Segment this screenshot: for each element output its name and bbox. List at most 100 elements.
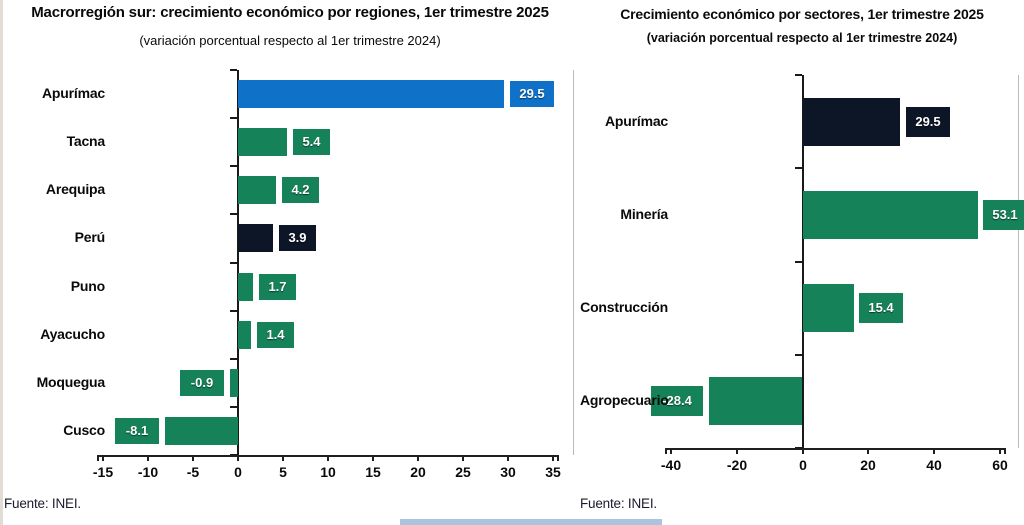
zero-baseline xyxy=(237,70,239,455)
x-axis-tick-label: 20 xyxy=(410,464,426,480)
category-label: Apurímac xyxy=(605,113,668,129)
x-axis-tick-label: 15 xyxy=(365,464,381,480)
bar xyxy=(230,369,238,397)
category-label: Moquegua xyxy=(36,374,106,390)
bar-value-label: 5.4 xyxy=(293,129,330,155)
x-axis-tick-label: 30 xyxy=(500,464,516,480)
bar xyxy=(238,273,253,301)
bar-value-label: -28.4 xyxy=(651,386,703,416)
category-boundary-tick xyxy=(230,358,237,360)
sectors-source-note: Fuente: INEI. xyxy=(580,496,657,511)
x-axis-tick-label: 25 xyxy=(455,464,471,480)
x-axis-tick-label: -20 xyxy=(726,457,748,473)
category-boundary-tick xyxy=(230,310,237,312)
x-axis-endcap-tick xyxy=(665,448,667,454)
bar xyxy=(238,176,276,204)
regions-chart-title: Macrorregión sur: crecimiento económico … xyxy=(31,4,549,21)
x-axis-tick xyxy=(462,455,464,461)
x-axis-tick-label: 60 xyxy=(992,457,1008,473)
x-axis-tick-label: 20 xyxy=(860,457,876,473)
x-axis-tick-label: 35 xyxy=(545,464,561,480)
category-label: Ayacucho xyxy=(40,326,105,342)
x-axis-tick-label: 0 xyxy=(799,457,807,473)
plot-right-border xyxy=(1018,75,1019,448)
x-axis-tick xyxy=(552,455,554,461)
category-label: Construcción xyxy=(580,299,668,315)
x-axis-tick xyxy=(802,448,804,454)
x-axis-tick xyxy=(327,455,329,461)
x-axis-tick xyxy=(507,455,509,461)
x-axis-line xyxy=(665,448,1006,450)
x-axis-tick xyxy=(192,455,194,461)
x-axis-tick xyxy=(282,455,284,461)
category-boundary-tick xyxy=(794,354,802,356)
x-axis-tick-label: 10 xyxy=(320,464,336,480)
x-axis-tick-label: -10 xyxy=(137,464,159,480)
category-label: Perú xyxy=(74,229,106,245)
bar xyxy=(803,98,900,146)
scan-edge-decoration xyxy=(0,0,3,525)
bar xyxy=(803,284,854,332)
plot-right-border xyxy=(573,70,574,455)
bar-value-label: 53.1 xyxy=(983,200,1024,230)
x-axis-tick xyxy=(867,448,869,454)
category-label: Tacna xyxy=(66,133,106,149)
category-label: Minería xyxy=(620,206,668,222)
zero-baseline xyxy=(801,75,804,448)
sectors-chart-title: Crecimiento económico por sectores, 1er … xyxy=(620,6,984,22)
category-label: Cusco xyxy=(63,422,105,438)
bar xyxy=(238,128,287,156)
x-axis-endcap-tick xyxy=(1004,448,1006,454)
x-axis-tick-label: 40 xyxy=(926,457,942,473)
bar-value-label: 1.4 xyxy=(257,322,294,348)
regions-chart-subtitle: (variación porcentual respecto al 1er tr… xyxy=(139,33,441,48)
bar xyxy=(238,321,251,349)
category-boundary-tick xyxy=(794,261,802,263)
category-boundary-tick xyxy=(230,262,237,264)
x-axis-tick xyxy=(102,455,104,461)
bar-value-label: -8.1 xyxy=(115,418,159,444)
bar-value-label: -0.9 xyxy=(180,370,224,396)
x-axis-tick-label: -15 xyxy=(92,464,114,480)
x-axis-tick xyxy=(736,448,738,454)
x-axis-tick-label: -5 xyxy=(186,464,200,480)
sectors-chart-panel: Crecimiento económico por sectores, 1er … xyxy=(580,0,1024,525)
x-axis-tick xyxy=(999,448,1001,454)
bar-value-label: 1.7 xyxy=(259,274,296,300)
bottom-strip-decoration xyxy=(400,519,662,525)
bar xyxy=(803,191,978,239)
category-boundary-tick xyxy=(794,74,802,76)
x-axis-tick xyxy=(670,448,672,454)
regions-plot-area: 29.5 Apurímac 5.4 Tacna 4.2 Arequipa 3.9 Perú 1.… xyxy=(36,69,574,480)
bar-value-label: 29.5 xyxy=(510,81,554,107)
x-axis-tick xyxy=(147,455,149,461)
regions-source-note: Fuente: INEI. xyxy=(4,496,81,511)
bar-value-label: 3.9 xyxy=(279,225,316,251)
sectors-chart-subtitle: (variación porcentual respecto al 1er tr… xyxy=(646,31,958,45)
bar-value-label: 4.2 xyxy=(282,177,319,203)
bar xyxy=(165,417,238,445)
category-boundary-tick xyxy=(230,117,237,119)
sectors-plot-area: 29.5 Apurímac 53.1 Minería 15.4 Construcción -… xyxy=(580,0,1024,525)
category-boundary-tick xyxy=(230,165,237,167)
x-axis-tick-label: -40 xyxy=(660,457,682,473)
category-label: Puno xyxy=(70,278,105,294)
x-axis-tick xyxy=(417,455,419,461)
x-axis-tick xyxy=(372,455,374,461)
x-axis-tick-label: 5 xyxy=(279,464,287,480)
x-axis-tick-label: 0 xyxy=(234,464,242,480)
category-boundary-tick xyxy=(794,167,802,169)
bar xyxy=(709,377,802,425)
x-axis-endcap-tick xyxy=(97,455,99,461)
category-label: Agropecuario xyxy=(580,392,669,408)
x-axis-endcap-tick xyxy=(557,455,559,461)
bar xyxy=(238,224,273,252)
bar-value-label: 15.4 xyxy=(859,293,903,323)
category-boundary-tick xyxy=(230,406,237,408)
x-axis-tick xyxy=(237,455,239,461)
category-boundary-tick xyxy=(230,69,237,71)
category-label: Apurímac xyxy=(42,85,105,101)
category-boundary-tick xyxy=(230,213,237,215)
bar-value-label: 29.5 xyxy=(906,107,950,137)
